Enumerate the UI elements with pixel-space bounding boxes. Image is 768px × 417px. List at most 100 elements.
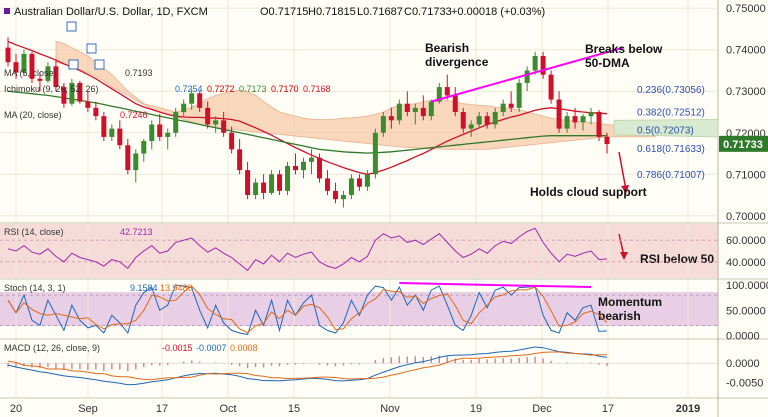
candle-body bbox=[500, 103, 506, 112]
legend-ichimoku-value: 0.7170 bbox=[271, 84, 299, 94]
x-axis-label: 17 bbox=[156, 403, 168, 415]
candle-body bbox=[29, 53, 35, 79]
legend-ma20-label: MA (20, close) bbox=[4, 110, 62, 120]
stoch-axis-tick: 50.0000 bbox=[726, 305, 766, 317]
candle-body bbox=[149, 124, 155, 142]
legend-ma5-label: MA (5, close) bbox=[4, 68, 57, 78]
settings-icon[interactable] bbox=[68, 59, 79, 70]
candle-body bbox=[141, 141, 147, 154]
header-close: C0.71733 bbox=[404, 6, 452, 18]
annotation-breaks-50dma: 50-DMA bbox=[585, 56, 630, 70]
candle-body bbox=[476, 116, 482, 125]
stoch-panel-band bbox=[0, 292, 718, 326]
candle-body bbox=[380, 116, 386, 133]
fib-level-label: 0.786(0.71007) bbox=[637, 170, 705, 181]
macd-signal-line bbox=[7, 351, 607, 381]
rsi-axis-tick: 40.0000 bbox=[726, 257, 766, 269]
header-symbol: Australian Dollar/U.S. Dollar, 1D, FXCM bbox=[14, 6, 208, 18]
x-axis-label: 17 bbox=[602, 403, 614, 415]
legend-ichimoku-label: Ichimoku (9, 26, 52, 26) bbox=[4, 84, 99, 94]
candle-body bbox=[261, 182, 267, 193]
x-axis-label: 20 bbox=[10, 403, 22, 415]
candle-body bbox=[101, 116, 107, 137]
stoch-label: Stoch (14, 3, 1) bbox=[4, 283, 66, 293]
candle-body bbox=[13, 62, 19, 73]
ma-50-line bbox=[7, 90, 607, 154]
settings-icon[interactable] bbox=[86, 43, 97, 54]
candle-body bbox=[237, 149, 243, 171]
arrow-price-head bbox=[621, 185, 629, 194]
header-low: L0.71687 bbox=[357, 6, 403, 18]
stoch-axis-tick: 100.0000 bbox=[726, 280, 768, 292]
candle-body bbox=[269, 174, 275, 193]
last-price-marker bbox=[719, 135, 768, 152]
candle-body bbox=[229, 132, 235, 150]
candle-body bbox=[332, 190, 338, 200]
candle-body bbox=[548, 74, 554, 100]
annotation-bearish-divergence: divergence bbox=[425, 55, 489, 69]
candle-body bbox=[285, 165, 291, 191]
candle-body bbox=[173, 112, 179, 133]
candle-body bbox=[133, 153, 139, 171]
candle-body bbox=[93, 107, 99, 117]
candle-body bbox=[181, 103, 187, 112]
rsi-label: RSI (14, close) bbox=[4, 227, 64, 237]
header-high: H0.71815 bbox=[308, 6, 356, 18]
candle-body bbox=[245, 170, 251, 196]
x-axis-label: Sep bbox=[78, 403, 98, 415]
x-axis-label: Nov bbox=[380, 403, 400, 415]
last-price-label: 0.71733 bbox=[723, 139, 763, 151]
candle-body bbox=[556, 99, 562, 129]
divergence-line-stoch bbox=[399, 282, 592, 289]
candle-body bbox=[540, 55, 546, 75]
candle-body bbox=[460, 112, 466, 129]
rsi-value: 42.7213 bbox=[120, 227, 153, 237]
candle-body bbox=[308, 157, 314, 162]
candle-body bbox=[604, 136, 610, 144]
price-axis-tick: 0.73000 bbox=[726, 86, 766, 98]
candle-body bbox=[452, 95, 458, 112]
legend-ichimoku-value: 0.7254 bbox=[175, 84, 203, 94]
candle-body bbox=[484, 116, 490, 125]
candle-body bbox=[580, 116, 586, 123]
x-axis-label: 15 bbox=[288, 403, 300, 415]
candle-body bbox=[109, 128, 115, 137]
header-change: +0.00018 (+0.03%) bbox=[451, 6, 545, 18]
candle-body bbox=[588, 112, 594, 117]
legend-ma5-value: 0.7193 bbox=[125, 68, 153, 78]
settings-icon[interactable] bbox=[66, 21, 77, 32]
legend-ichimoku-value: 0.7173 bbox=[239, 84, 267, 94]
candle-body bbox=[69, 82, 75, 104]
ma-20-line bbox=[7, 40, 608, 175]
candle-body bbox=[532, 55, 538, 71]
candle-body bbox=[340, 195, 346, 200]
stoch-d-value: 13.9480 bbox=[160, 283, 193, 293]
candle-body bbox=[117, 128, 123, 146]
x-axis-label: 19 bbox=[470, 403, 482, 415]
candle-body bbox=[21, 53, 27, 73]
candle-body bbox=[277, 174, 283, 191]
candle-body bbox=[572, 116, 578, 123]
rsi-panel-bg bbox=[0, 224, 718, 278]
candle-body bbox=[77, 82, 83, 102]
arrow-price-line bbox=[618, 151, 627, 191]
candle-body bbox=[213, 120, 219, 125]
legend-ma20-value: 0.7246 bbox=[120, 110, 148, 120]
candle-body bbox=[37, 78, 43, 81]
annotation-momentum-bearish: Momentum bbox=[598, 295, 662, 309]
price-axis-tick: 0.75000 bbox=[726, 3, 766, 15]
settings-icon[interactable] bbox=[94, 59, 105, 70]
candle-body bbox=[516, 82, 522, 108]
candle-body bbox=[356, 178, 362, 187]
candle-body bbox=[468, 124, 474, 129]
stoch-k-line bbox=[7, 284, 608, 336]
candle-body bbox=[85, 101, 91, 108]
candle-body bbox=[396, 103, 402, 121]
fib-level-label: 0.236(0.73056) bbox=[637, 85, 705, 96]
candle-body bbox=[125, 145, 131, 171]
candle-body bbox=[301, 161, 307, 171]
candle-body bbox=[197, 93, 203, 108]
